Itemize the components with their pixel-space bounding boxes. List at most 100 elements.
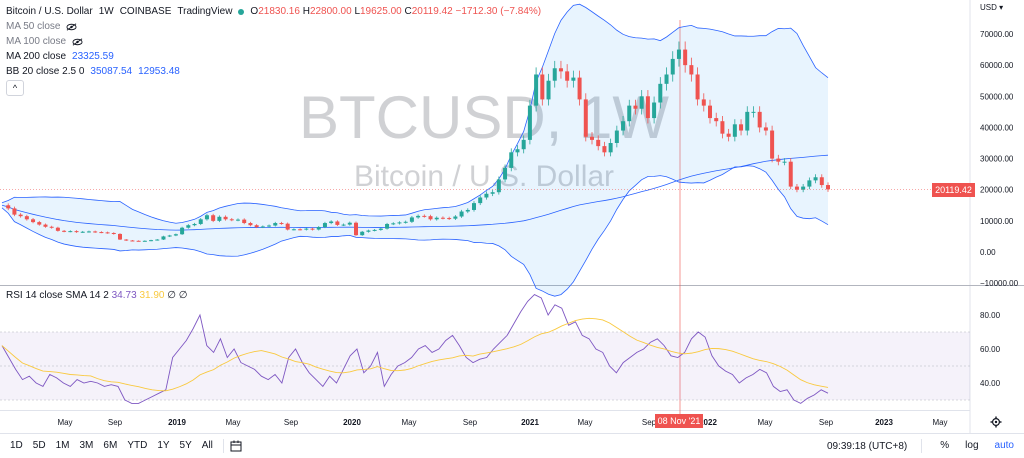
candle-body <box>689 65 694 75</box>
rsi-empty-values: ∅ ∅ <box>167 290 188 301</box>
candle-body <box>198 219 203 224</box>
calendar-range-icon[interactable] <box>230 440 242 452</box>
legend-ma100-row[interactable]: MA 100 close <box>6 34 541 49</box>
price-tick-label: 10000.00 <box>980 217 1014 226</box>
candle-body <box>652 102 657 119</box>
price-tick-label: 20000.00 <box>980 186 1014 195</box>
candle-body <box>714 118 719 122</box>
percent-scale-button[interactable]: % <box>940 440 950 451</box>
toolbar-divider-2 <box>921 439 923 453</box>
time-axis-label: Sep <box>819 418 834 427</box>
candle-body <box>515 149 520 153</box>
time-axis-label: May <box>57 418 72 427</box>
rsi-legend[interactable]: RSI 14 close SMA 14 2 34.73 31.90 ∅ ∅ <box>6 290 187 301</box>
candle-body <box>99 232 104 234</box>
ma50-label: MA 50 close <box>6 21 61 32</box>
currency-label[interactable]: USD ▾ <box>980 3 1004 12</box>
candle-body <box>291 229 296 231</box>
price-tick-label: 40000.00 <box>980 123 1014 132</box>
candle-body <box>186 225 191 228</box>
watermark-ticker: BTCUSD, 1W <box>299 84 669 151</box>
bb-upper-value: 35087.54 <box>90 66 133 77</box>
source-label: TradingView <box>177 6 233 17</box>
range-button-6m[interactable]: 6M <box>103 440 118 451</box>
close-value: 20119.42 <box>411 6 453 17</box>
candle-body <box>316 227 321 230</box>
o-label: O <box>250 6 259 17</box>
candle-body <box>658 83 663 103</box>
collapse-legend-button[interactable]: ^ <box>6 80 24 96</box>
candle-body <box>378 228 383 230</box>
range-buttons: 1D 5D 1M 3M 6M YTD 1Y 5Y All <box>6 437 217 455</box>
candle-body <box>298 229 303 231</box>
gear-icon[interactable] <box>990 416 1002 428</box>
rsi-value: 34.73 <box>111 290 137 301</box>
rsi-line <box>1 294 829 404</box>
range-button-1m[interactable]: 1M <box>55 440 70 451</box>
time-axis-label: May <box>757 418 772 427</box>
range-button-all[interactable]: All <box>201 440 213 451</box>
candle-body <box>490 192 495 194</box>
currency-text: USD <box>980 3 997 12</box>
range-button-3m[interactable]: 3M <box>79 440 94 451</box>
hidden-eye-icon[interactable] <box>66 22 78 31</box>
time-axis-label: Sep <box>642 418 657 427</box>
candle-body <box>68 231 73 233</box>
candle-body <box>173 234 178 236</box>
candle-body <box>602 146 607 153</box>
candle-body <box>192 223 197 226</box>
candle-body <box>453 216 458 219</box>
range-button-5d[interactable]: 5D <box>32 440 46 451</box>
price-tick-label: 0.00 <box>980 248 996 257</box>
time-axis-label: 2019 <box>168 418 186 427</box>
candle-body <box>807 180 812 187</box>
l-label: L <box>354 6 360 17</box>
hidden-eye-icon[interactable] <box>72 37 83 46</box>
candles-group <box>6 41 830 242</box>
rsi-label: RSI 14 close SMA 14 2 <box>6 290 109 301</box>
rsi-tick-label: 40.00 <box>980 379 1001 388</box>
candle-body <box>434 217 439 220</box>
candle-body <box>571 77 576 81</box>
candle-body <box>521 139 526 150</box>
candle-body <box>12 208 17 215</box>
range-button-ytd[interactable]: YTD <box>127 440 148 451</box>
log-scale-button[interactable]: log <box>965 440 979 451</box>
candle-body <box>683 49 688 66</box>
candle-body <box>447 218 452 220</box>
auto-scale-button[interactable]: auto <box>994 440 1014 451</box>
legend-ma200-row[interactable]: MA 200 close 23325.59 <box>6 49 541 64</box>
legend-bb-row[interactable]: BB 20 close 2.5 0 35087.54 12953.48 <box>6 64 541 79</box>
candle-body <box>18 214 23 217</box>
crosshair-date-tag: 08 Nov '21 <box>655 414 703 428</box>
range-button-1d[interactable]: 1D <box>10 440 23 451</box>
rsi-tick-label: 60.00 <box>980 345 1001 354</box>
candle-body <box>763 127 768 131</box>
candle-body <box>31 219 36 223</box>
ohlc-values: O21830.16 H22800.00 L19625.00 C20119.42 … <box>250 4 541 19</box>
range-button-1y[interactable]: 1Y <box>157 440 170 451</box>
candle-body <box>130 240 135 242</box>
candle-body <box>354 222 358 236</box>
candle-body <box>794 186 799 190</box>
candle-body <box>322 223 327 228</box>
range-button-5y[interactable]: 5Y <box>179 440 192 451</box>
chart-canvas[interactable]: BTCUSD, 1W Bitcoin / U.S. Dollar 70000.00 6… <box>0 0 1024 433</box>
candle-body <box>770 130 775 159</box>
ma200-value: 23325.59 <box>72 51 114 62</box>
candle-body <box>732 124 737 137</box>
candle-body <box>329 221 334 224</box>
candle-body <box>540 74 545 100</box>
time-axis-label: May <box>225 418 240 427</box>
candle-body <box>74 231 79 233</box>
candle-body <box>260 226 265 228</box>
clock-time[interactable]: 09:39:18 (UTC+8) <box>826 440 908 452</box>
candle-body <box>614 130 619 143</box>
candle-body <box>676 49 681 59</box>
candle-body <box>223 216 228 220</box>
candle-body <box>385 223 390 229</box>
symbol-name[interactable]: Bitcoin / U.S. Dollar <box>6 6 93 17</box>
legend-ma50-row[interactable]: MA 50 close <box>6 19 541 34</box>
candle-body <box>472 203 476 210</box>
